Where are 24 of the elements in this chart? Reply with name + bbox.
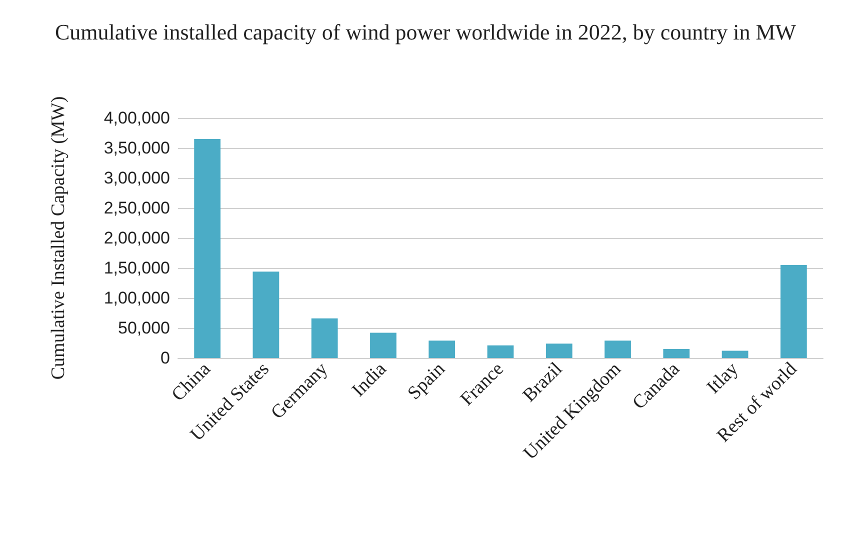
y-tick-label: 0 xyxy=(160,348,170,368)
bar xyxy=(370,332,396,358)
y-tick-label: 1,00,000 xyxy=(104,288,170,308)
y-tick-label: 4,00,000 xyxy=(104,108,170,128)
bar xyxy=(487,345,514,358)
y-tick-label: 2,00,000 xyxy=(104,228,170,248)
bar xyxy=(722,350,748,358)
chart-title: Cumulative installed capacity of wind power worldwide in 2022, by country in MW xyxy=(54,20,796,44)
bar xyxy=(252,272,280,358)
bar xyxy=(546,344,572,358)
bar xyxy=(194,139,221,358)
y-tick-label: 3,50,000 xyxy=(104,138,170,158)
y-tick-label: 1,50,000 xyxy=(104,258,170,278)
bar xyxy=(780,265,807,358)
y-tick-label: 2,50,000 xyxy=(104,198,170,218)
bar xyxy=(663,349,690,358)
y-axis-title: Cumulative Installed Capacity (MW) xyxy=(48,96,69,380)
y-tick-label: 3,00,000 xyxy=(104,168,170,188)
y-tick-label: 50,000 xyxy=(118,318,170,338)
x-tick-label: India xyxy=(348,358,392,402)
bar xyxy=(428,340,456,358)
bar xyxy=(604,340,631,358)
x-tick-label: Itlay xyxy=(703,358,743,398)
bar xyxy=(311,318,338,358)
